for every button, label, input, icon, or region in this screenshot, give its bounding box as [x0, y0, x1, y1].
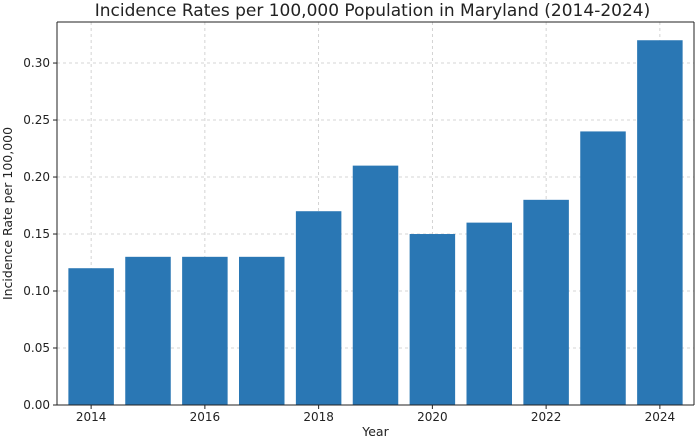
- x-tick-label: 2020: [417, 410, 448, 424]
- x-tick-label: 2022: [531, 410, 562, 424]
- y-tick-label: 0.25: [23, 113, 50, 127]
- y-tick-label: 0.05: [23, 341, 50, 355]
- y-axis-label: Incidence Rate per 100,000: [0, 127, 15, 300]
- axes: [56, 21, 695, 406]
- y-tick-label: 0.20: [23, 170, 50, 184]
- y-tick-label: 0.10: [23, 284, 50, 298]
- bar-2017: [239, 256, 285, 405]
- bar-2018: [295, 211, 342, 405]
- y-tick-label: 0.00: [23, 398, 50, 412]
- x-tick-label: 2018: [303, 410, 334, 424]
- x-tick-label: 2014: [76, 410, 107, 424]
- x-axis-label: Year: [361, 424, 389, 439]
- bar-2022: [523, 199, 569, 405]
- bar-2020: [409, 234, 456, 405]
- y-tick-label: 0.15: [23, 227, 50, 241]
- bar-2021: [466, 222, 512, 405]
- y-axis-ticks: 0.00 0.05 0.10 0.15 0.20 0.25 0.30: [23, 56, 57, 412]
- bar-2024: [637, 40, 683, 405]
- y-tick-label: 0.30: [23, 56, 50, 70]
- x-axis-ticks: 2014 2016 2018 2020 2022 2024: [76, 405, 675, 424]
- x-tick-label: 2024: [645, 410, 676, 424]
- bar-2016: [182, 256, 228, 405]
- bars: [68, 40, 683, 405]
- x-tick-label: 2016: [190, 410, 221, 424]
- bar-2015: [125, 256, 171, 405]
- bar-2014: [68, 268, 114, 405]
- bar-2019: [352, 165, 399, 405]
- bar-2023: [580, 131, 626, 405]
- chart-title: Incidence Rates per 100,000 Population i…: [95, 1, 650, 21]
